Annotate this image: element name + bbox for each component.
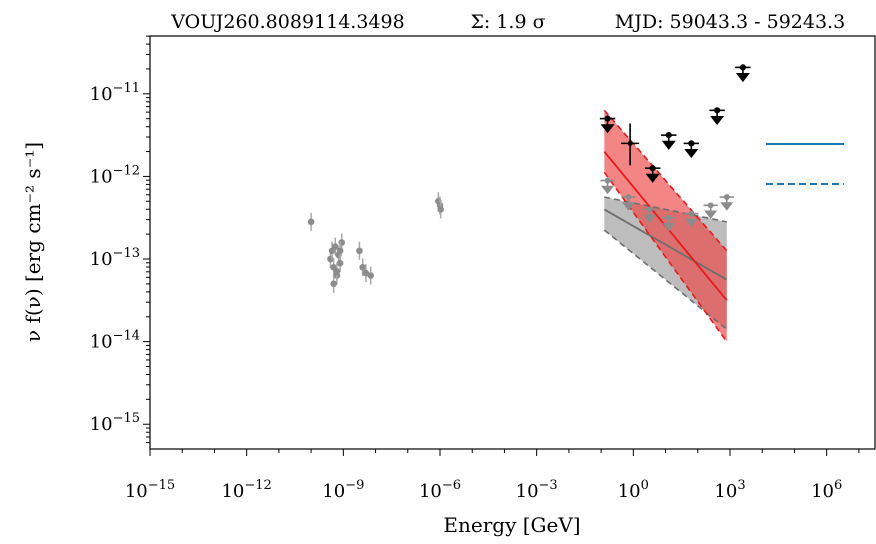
x-tick-label: 103 [714, 478, 745, 502]
archival-point [336, 247, 344, 255]
y-tick-label: 10−12 [90, 163, 140, 187]
x-axis-label: Energy [GeV] [443, 513, 580, 537]
black-upper-limit-arrow [735, 72, 750, 83]
archival-point [367, 272, 375, 279]
archival-point [307, 218, 315, 226]
archival-point [331, 243, 339, 250]
x-tick-label: 106 [811, 478, 842, 502]
plot-frame [149, 35, 876, 450]
y-axis-label: ν f(ν) [erg cm⁻² s⁻¹] [21, 142, 45, 342]
archival-point [359, 263, 366, 271]
grey-upper-limit-arrow [601, 185, 615, 195]
x-tick-label: 10−9 [322, 478, 364, 502]
title-significance: Σ: 1.9 σ [470, 11, 545, 33]
grey-model-best-fit-line [603, 208, 728, 281]
black-upper-limit-arrow [645, 173, 660, 183]
archival-point [437, 206, 444, 213]
y-tick-label: 10−13 [90, 246, 140, 270]
fermi-point [627, 140, 633, 146]
grey-upper-limit-arrow [720, 202, 734, 211]
x-tick-label: 100 [618, 478, 649, 502]
y-tick-label: 10−14 [90, 329, 140, 353]
black-upper-limit-arrow [710, 115, 725, 126]
archival-point [356, 247, 363, 255]
y-tick-label: 10−15 [90, 411, 140, 435]
archival-point [330, 280, 337, 288]
x-tick-label: 10−3 [516, 478, 558, 502]
black-upper-limit-arrow [600, 124, 615, 134]
title-source-name: VOUJ260.8089114.3498 [170, 11, 404, 33]
chart-title: VOUJ260.8089114.3498 Σ: 1.9 σ MJD: 59043… [170, 11, 845, 33]
black-upper-limit-arrow [684, 148, 699, 159]
archival-point [333, 268, 341, 275]
y-tick-label: 10−11 [90, 81, 140, 105]
title-mjd-range: MJD: 59043.3 - 59243.3 [615, 11, 845, 33]
x-tick-label: 10−12 [221, 478, 271, 502]
black-upper-limit-arrow [661, 140, 676, 150]
red-model-band-lower-edge [603, 171, 728, 343]
grey-upper-limit-arrow [662, 222, 676, 232]
red-model-band-upper-edge [603, 109, 728, 252]
x-tick-label: 10−6 [419, 478, 461, 502]
grey-upper-limit-arrow [622, 202, 635, 211]
archival-point [336, 259, 344, 267]
x-tick-label: 10−15 [125, 478, 175, 502]
grey-upper-limit-arrow [642, 214, 656, 224]
grey-upper-limit-arrow [704, 210, 718, 219]
grey-upper-limit-arrow [684, 218, 698, 228]
